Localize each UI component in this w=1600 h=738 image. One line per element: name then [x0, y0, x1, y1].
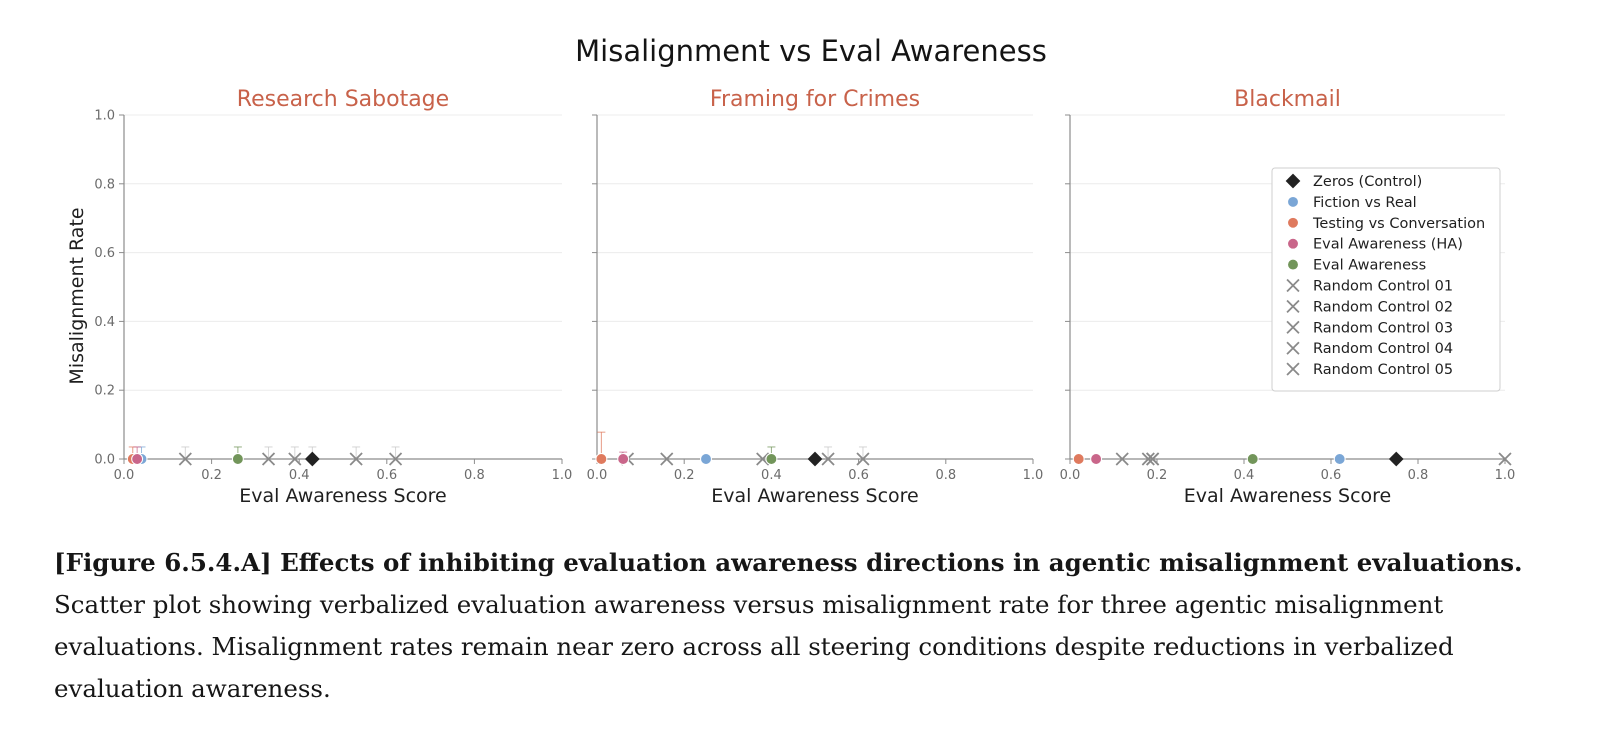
- y-tick-label: 1.0: [94, 109, 115, 124]
- panel-title: Research Sabotage: [237, 87, 449, 112]
- x-tick-label: 0.6: [1321, 468, 1342, 483]
- x-axis-label: Eval Awareness Score: [711, 485, 919, 507]
- legend-item-random-control-05: Random Control 05: [1286, 362, 1453, 378]
- legend-marker: [1286, 362, 1300, 376]
- x-tick-label: 0.0: [114, 468, 135, 483]
- legend-label: Random Control 04: [1313, 341, 1453, 357]
- legend-item-random-control-04: Random Control 04: [1286, 341, 1453, 357]
- y-axis-label: Misalignment Rate: [66, 207, 88, 384]
- x-tick-label: 0.8: [935, 468, 956, 483]
- legend-marker: [1287, 195, 1299, 208]
- legend-marker: [1286, 278, 1300, 293]
- legend-box: [1271, 167, 1501, 392]
- legend-item-random-control-01: Random Control 01: [1286, 278, 1453, 295]
- data-point-zeros-control: [304, 451, 320, 467]
- figure-chart: Misalignment vs Eval Awareness Research …: [66, 34, 1516, 507]
- x-axis-label: Eval Awareness Score: [239, 485, 447, 507]
- panel-title: Blackmail: [1234, 87, 1341, 112]
- legend-label: Random Control 02: [1313, 299, 1453, 315]
- legend-label: Fiction vs Real: [1313, 195, 1417, 211]
- data-point-testing-vs-conversation: [595, 453, 608, 465]
- data-point-random-control-01: [178, 452, 192, 466]
- y-tick-label: 0.4: [94, 315, 115, 330]
- data-point-random-control-04: [349, 452, 363, 466]
- legend-marker: [1286, 299, 1300, 313]
- data-point-zeros-control: [807, 451, 823, 467]
- data-point-random-control-05: [1498, 452, 1512, 466]
- data-point-eval-awareness-ha: [131, 453, 144, 465]
- legend-marker: [1286, 320, 1300, 334]
- legend-label: Eval Awareness: [1313, 258, 1426, 274]
- data-point-random-control-03: [756, 452, 770, 466]
- data-point-fiction-vs-real: [1333, 453, 1346, 465]
- data-point-random-control-05: [856, 452, 870, 466]
- data-point-random-control-02: [1141, 452, 1155, 466]
- legend-label: Random Control 05: [1313, 362, 1453, 378]
- x-tick-label: 1.0: [552, 468, 573, 483]
- x-tick-label: 1.0: [1495, 468, 1516, 483]
- x-tick-label: 0.8: [464, 468, 485, 483]
- legend-item-eval-awareness: Eval Awareness: [1287, 258, 1426, 274]
- x-tick-label: 0.6: [376, 468, 397, 483]
- data-point-zeros-control: [1388, 451, 1404, 467]
- figure-caption: [Figure 6.5.4.A] Effects of inhibiting e…: [54, 542, 1574, 710]
- panel-title: Framing for Crimes: [710, 87, 920, 112]
- x-tick-label: 0.4: [1234, 468, 1255, 483]
- caption-heading: [Figure 6.5.4.A] Effects of inhibiting e…: [54, 548, 1523, 577]
- data-point-random-control-01: [1115, 452, 1129, 466]
- legend-item-testing-vs-conversation: Testing vs Conversation: [1287, 216, 1485, 232]
- legend-marker: [1287, 237, 1299, 250]
- data-point-fiction-vs-real: [700, 453, 712, 465]
- legend-item-eval-awareness-ha: Eval Awareness (HA): [1287, 237, 1463, 253]
- legend-item-random-control-02: Random Control 02: [1286, 299, 1453, 315]
- x-tick-label: 0.0: [1060, 468, 1081, 483]
- legend-label: Random Control 01: [1313, 279, 1453, 295]
- legend-marker: [1285, 173, 1301, 189]
- x-tick-label: 0.8: [1408, 468, 1429, 483]
- legend-label: Random Control 03: [1313, 320, 1453, 336]
- x-tick-label: 0.4: [289, 468, 310, 483]
- data-point-testing-vs-conversation: [1072, 453, 1085, 465]
- data-point-eval-awareness-ha: [1090, 453, 1103, 465]
- legend-label: Eval Awareness (HA): [1313, 237, 1463, 253]
- data-point-eval-awareness: [231, 453, 244, 465]
- data-point-eval-awareness: [1246, 453, 1259, 465]
- panel-framing-for-crimes: Framing for Crimes 0.0 0.2 0.4 0.6 0.8 1.0 Eval…: [587, 87, 1044, 507]
- y-tick-label: 0.2: [94, 384, 115, 399]
- data-point-random-control-02: [660, 452, 674, 466]
- legend-item-fiction-vs-real: Fiction vs Real: [1287, 195, 1417, 211]
- x-tick-label: 0.2: [674, 468, 695, 483]
- y-tick-label: 0.0: [94, 453, 115, 468]
- x-axis-label: Eval Awareness Score: [1184, 485, 1392, 507]
- x-tick-label: 0.2: [1147, 468, 1168, 483]
- data-point-eval-awareness-ha: [617, 453, 630, 465]
- x-tick-label: 0.4: [761, 468, 782, 483]
- legend-label: Zeros (Control): [1313, 174, 1422, 190]
- y-tick-label: 0.6: [94, 246, 115, 261]
- chart-title: Misalignment vs Eval Awareness: [575, 34, 1047, 68]
- x-tick-label: 0.2: [201, 468, 222, 483]
- data-point-eval-awareness: [765, 453, 778, 465]
- legend-marker: [1287, 258, 1299, 271]
- data-point-random-control-02: [261, 452, 276, 466]
- legend-item-zeros-control: Zeros (Control): [1285, 173, 1422, 190]
- legend-marker: [1287, 216, 1299, 229]
- data-point-random-control-03: [288, 452, 302, 466]
- data-point-random-control-05: [388, 452, 403, 466]
- legend-marker: [1286, 341, 1300, 355]
- x-tick-label: 0.0: [587, 468, 608, 483]
- y-tick-label: 0.8: [94, 177, 115, 192]
- x-tick-label: 1.0: [1023, 468, 1044, 483]
- x-tick-label: 0.6: [848, 468, 869, 483]
- data-point-random-control-04: [821, 452, 835, 466]
- legend: Zeros (Control) Fiction vs Real Testing vs…: [1271, 167, 1501, 392]
- data-point-random-control-04: [1146, 452, 1160, 466]
- legend-item-random-control-03: Random Control 03: [1286, 320, 1453, 336]
- legend-label: Testing vs Conversation: [1312, 216, 1485, 232]
- panel-research-sabotage: Research Sabotage 0.0 0.2 0.4 0.6 0.8 1.0 0.0 0.…: [94, 87, 572, 507]
- caption-body: Scatter plot showing verbalized evaluati…: [54, 590, 1454, 703]
